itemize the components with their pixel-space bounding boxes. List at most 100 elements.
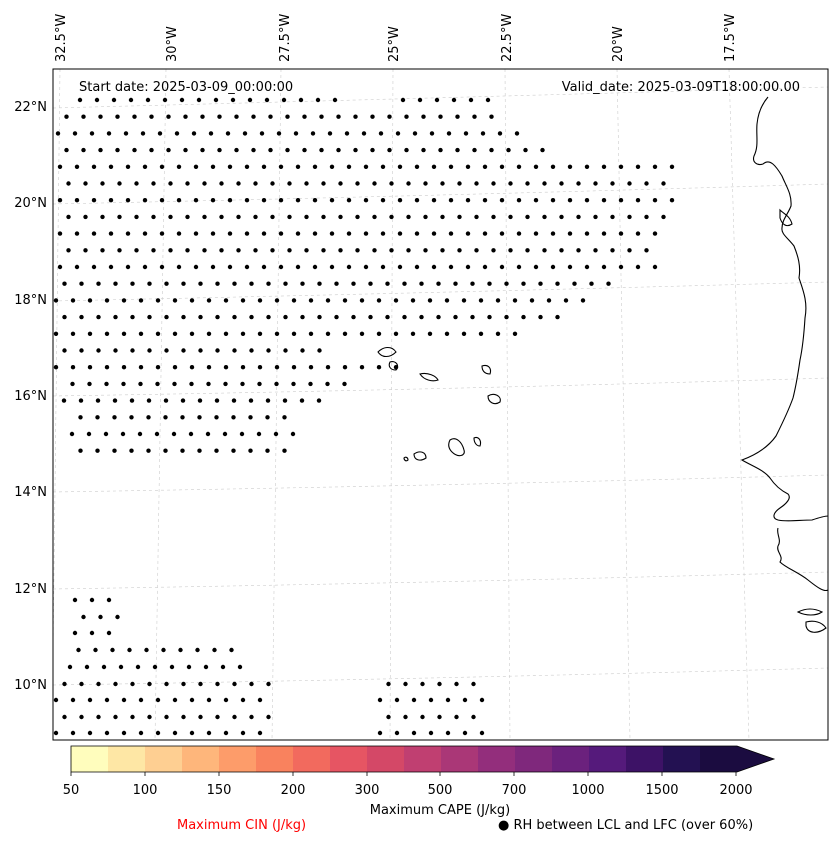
rh-dot bbox=[125, 231, 131, 236]
rh-dot bbox=[380, 264, 386, 270]
colorbar-tick-label: 100 bbox=[133, 783, 158, 798]
rh-dot bbox=[193, 231, 199, 236]
rh-dot bbox=[208, 131, 214, 136]
rh-dot bbox=[461, 298, 467, 303]
rh-dot bbox=[389, 214, 394, 220]
rh-dot bbox=[377, 730, 383, 736]
rh-dot bbox=[584, 264, 590, 270]
rh-dot bbox=[249, 714, 254, 720]
rh-dot bbox=[74, 264, 80, 270]
rh-dot bbox=[104, 381, 109, 387]
rh-dot bbox=[196, 97, 202, 103]
rh-dot bbox=[567, 264, 573, 270]
rh-dot bbox=[249, 281, 254, 286]
rh-dot bbox=[428, 730, 434, 736]
rh-dot bbox=[111, 97, 117, 103]
rh-dot bbox=[411, 697, 417, 703]
colorbar-segment bbox=[293, 746, 331, 772]
rh-dot bbox=[363, 198, 369, 203]
rh-dot bbox=[57, 231, 63, 236]
rh-dot bbox=[106, 597, 112, 603]
rh-dot bbox=[186, 664, 192, 670]
rh-dot bbox=[108, 264, 114, 270]
rh-dot bbox=[225, 131, 231, 136]
rh-dot bbox=[555, 314, 560, 320]
rh-dot bbox=[278, 198, 284, 203]
rh-dot bbox=[87, 331, 93, 336]
rh-dot bbox=[78, 398, 84, 403]
rh-dot bbox=[132, 147, 137, 153]
lon-label: 22.5°W bbox=[500, 14, 515, 62]
rh-dot bbox=[397, 198, 403, 203]
rh-dot bbox=[236, 181, 241, 186]
rh-dot bbox=[172, 697, 178, 703]
rh-dot bbox=[372, 181, 377, 186]
rh-dot bbox=[106, 630, 112, 636]
rh-dot bbox=[635, 198, 641, 203]
rh-dot bbox=[57, 164, 63, 169]
rh-dot bbox=[155, 697, 161, 703]
rh-dot bbox=[282, 415, 287, 420]
rh-dot bbox=[584, 231, 590, 236]
rh-dot bbox=[155, 365, 161, 370]
rh-dot bbox=[96, 681, 101, 687]
rh-dot bbox=[137, 431, 143, 437]
rh-dot bbox=[274, 298, 280, 303]
rh-dot bbox=[200, 114, 205, 119]
rh-dot bbox=[79, 714, 84, 720]
rh-dot bbox=[129, 415, 134, 420]
rh-dot bbox=[234, 114, 239, 119]
rh-dot bbox=[191, 131, 197, 136]
rh-dot bbox=[217, 147, 222, 153]
rh-dot bbox=[142, 164, 148, 169]
rh-dot bbox=[62, 348, 67, 353]
rh-dot bbox=[53, 298, 59, 303]
rh-dot bbox=[346, 231, 352, 236]
rh-dot bbox=[169, 664, 175, 670]
rh-dot bbox=[244, 231, 250, 236]
rh-dot bbox=[151, 248, 156, 253]
colorbar-tick-label: 1000 bbox=[571, 783, 604, 798]
rh-dot bbox=[185, 181, 190, 186]
rh-dot bbox=[172, 298, 178, 303]
rh-dot bbox=[127, 647, 132, 653]
lon-label: 30°W bbox=[165, 26, 180, 62]
rh-dot bbox=[420, 714, 425, 720]
colorbar-segment bbox=[256, 746, 294, 772]
rh-dot bbox=[234, 147, 239, 153]
rh-dot bbox=[300, 314, 305, 320]
rh-dot bbox=[222, 431, 228, 437]
rh-dot bbox=[538, 314, 543, 320]
rh-dot bbox=[89, 131, 95, 136]
rh-dot bbox=[144, 647, 149, 653]
rh-dot bbox=[179, 97, 185, 103]
rh-dot bbox=[151, 214, 156, 220]
rh-dot bbox=[421, 114, 426, 119]
rh-dot bbox=[389, 248, 394, 253]
rh-dot bbox=[135, 664, 141, 670]
colorbar-extend-arrow bbox=[737, 746, 774, 772]
cape-verde-island bbox=[487, 393, 501, 405]
rh-dot bbox=[455, 114, 460, 119]
colorbar-segment bbox=[404, 746, 442, 772]
rh-dot bbox=[516, 164, 522, 169]
rh-dot bbox=[134, 214, 139, 220]
rh-dot bbox=[334, 314, 339, 320]
rh-dot bbox=[91, 231, 97, 236]
rh-dot bbox=[147, 714, 152, 720]
rh-dot bbox=[652, 231, 658, 236]
rh-dot bbox=[98, 614, 103, 620]
rh-dot bbox=[338, 181, 343, 186]
rh-dot bbox=[342, 331, 348, 336]
rh-dot bbox=[270, 214, 275, 220]
rh-dot bbox=[412, 131, 418, 136]
rh-dot bbox=[353, 114, 358, 119]
rh-dot bbox=[489, 147, 494, 153]
rh-dot bbox=[125, 198, 131, 203]
rh-dot bbox=[270, 181, 275, 186]
rh-dot bbox=[448, 164, 454, 169]
rh-dot bbox=[94, 97, 100, 103]
rh-dot bbox=[240, 697, 246, 703]
rh-dot bbox=[113, 348, 118, 353]
rh-dot bbox=[142, 198, 148, 203]
